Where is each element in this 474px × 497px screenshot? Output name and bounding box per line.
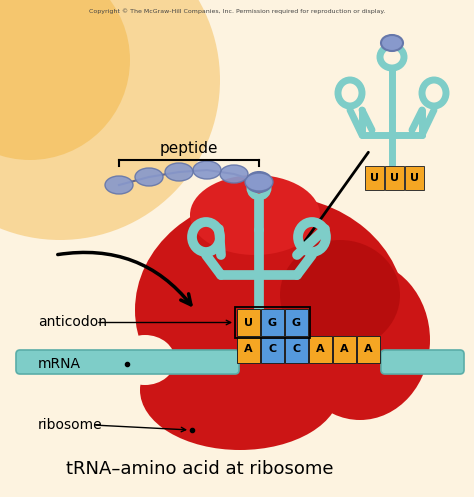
FancyBboxPatch shape	[16, 350, 239, 374]
Ellipse shape	[105, 176, 133, 194]
Text: A: A	[364, 344, 373, 354]
FancyBboxPatch shape	[261, 309, 284, 336]
Ellipse shape	[290, 260, 430, 420]
FancyBboxPatch shape	[237, 336, 260, 363]
Text: peptide: peptide	[160, 141, 218, 156]
Ellipse shape	[280, 240, 400, 350]
Ellipse shape	[381, 35, 403, 51]
Ellipse shape	[220, 165, 248, 183]
Text: C: C	[292, 344, 301, 354]
Text: C: C	[268, 344, 276, 354]
FancyBboxPatch shape	[333, 336, 356, 363]
FancyBboxPatch shape	[385, 166, 404, 190]
FancyBboxPatch shape	[285, 309, 308, 336]
Circle shape	[0, 0, 130, 160]
Text: G: G	[268, 318, 277, 328]
Ellipse shape	[165, 163, 193, 181]
Ellipse shape	[193, 161, 221, 179]
Text: A: A	[316, 344, 325, 354]
Text: ribosome: ribosome	[38, 418, 103, 432]
Text: U: U	[390, 173, 399, 183]
Ellipse shape	[246, 172, 272, 192]
Text: U: U	[410, 173, 419, 183]
Ellipse shape	[245, 173, 273, 191]
Text: A: A	[340, 344, 349, 354]
Text: A: A	[244, 344, 253, 354]
Text: mRNA: mRNA	[38, 357, 81, 371]
Ellipse shape	[115, 335, 175, 385]
FancyBboxPatch shape	[357, 336, 380, 363]
Circle shape	[0, 0, 220, 240]
Ellipse shape	[190, 175, 320, 255]
Ellipse shape	[135, 195, 405, 425]
Text: U: U	[244, 318, 253, 328]
FancyBboxPatch shape	[365, 166, 384, 190]
Text: anticodon: anticodon	[38, 316, 107, 330]
FancyBboxPatch shape	[237, 309, 260, 336]
Text: tRNA–amino acid at ribosome: tRNA–amino acid at ribosome	[66, 460, 334, 478]
FancyBboxPatch shape	[405, 166, 424, 190]
FancyBboxPatch shape	[309, 336, 332, 363]
FancyBboxPatch shape	[261, 336, 284, 363]
Text: U: U	[370, 173, 379, 183]
FancyBboxPatch shape	[285, 336, 308, 363]
Ellipse shape	[140, 330, 340, 450]
Ellipse shape	[135, 168, 163, 186]
Text: G: G	[292, 318, 301, 328]
Text: Copyright © The McGraw-Hill Companies, Inc. Permission required for reproduction: Copyright © The McGraw-Hill Companies, I…	[89, 8, 385, 13]
FancyBboxPatch shape	[381, 350, 464, 374]
